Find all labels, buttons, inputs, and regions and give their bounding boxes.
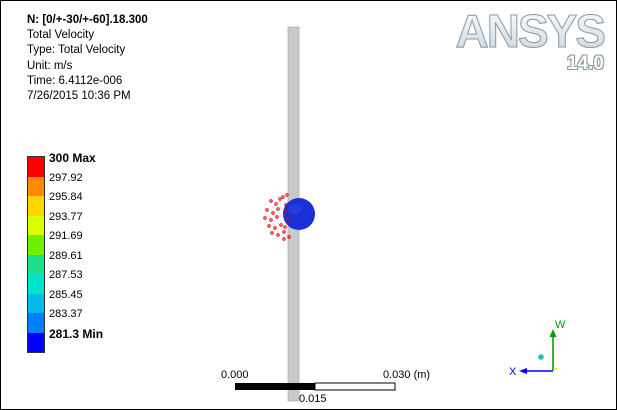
legend-label: 289.61 (49, 249, 83, 262)
x-axis: X (509, 366, 553, 378)
scale-label-end: 0.030 (m) (383, 369, 431, 381)
fragment-debris (263, 193, 291, 241)
legend-swatch (28, 274, 44, 294)
legend-label: 291.69 (49, 230, 83, 242)
legend-label: 295.84 (49, 191, 83, 203)
axis-triad[interactable]: W X (501, 313, 581, 383)
fragment-debris-front (283, 209, 290, 229)
legend-label: 283.37 (49, 308, 83, 320)
legend-swatch (28, 157, 44, 177)
projectile-sphere[interactable] (283, 198, 315, 230)
legend-swatch (28, 176, 44, 196)
legend-swatch (28, 254, 44, 274)
scale-label-start: 0.000 (221, 369, 249, 381)
result-name: Total Velocity (27, 29, 95, 42)
legend-labels: 300 Max 297.92 295.84 293.77 291.69 289.61 287… (49, 149, 129, 344)
legend-label: 297.92 (49, 171, 83, 184)
result-unit: Unit: m/s (27, 59, 73, 72)
legend-label: 287.53 (49, 269, 83, 281)
ansys-logo-mark: ANSYS (456, 5, 606, 53)
legend-swatch (28, 196, 44, 216)
legend-swatch (28, 235, 44, 255)
legend-label: 285.45 (49, 288, 83, 301)
legend-swatch (28, 293, 44, 313)
legend-swatch (28, 215, 44, 235)
legend-color-bar (27, 156, 45, 353)
w-axis: W (549, 319, 566, 371)
svg-text:W: W (555, 319, 566, 331)
scale-bar-graphic (235, 382, 396, 391)
result-date: 7/26/2015 10:36 PM (27, 90, 131, 103)
legend-swatch (28, 332, 44, 352)
scale-label-mid: 0.015 (299, 393, 327, 405)
svg-text:X: X (509, 366, 517, 378)
legend-label: 293.77 (49, 210, 83, 223)
svg-text:ANSYS: ANSYS (456, 5, 604, 53)
result-time: Time: 6.4112e-006 (27, 74, 123, 87)
model-name: N: [0/+-30/+-60].18.300 (27, 14, 148, 26)
legend-label: 300 Max (49, 151, 96, 165)
triad-origin-icon (538, 354, 544, 360)
scale-ruler: 0.000 0.030 (m) 0.015 (211, 369, 451, 409)
legend-swatch (28, 313, 44, 333)
ansys-logo: ANSYS (456, 5, 606, 53)
legend-label: 281.3 Min (49, 326, 104, 341)
result-type: Type: Total Velocity (27, 44, 126, 57)
ansys-version: 14.0 (567, 53, 604, 74)
result-info: N: [0/+-30/+-60].18.300 Total Velocity T… (27, 13, 148, 104)
